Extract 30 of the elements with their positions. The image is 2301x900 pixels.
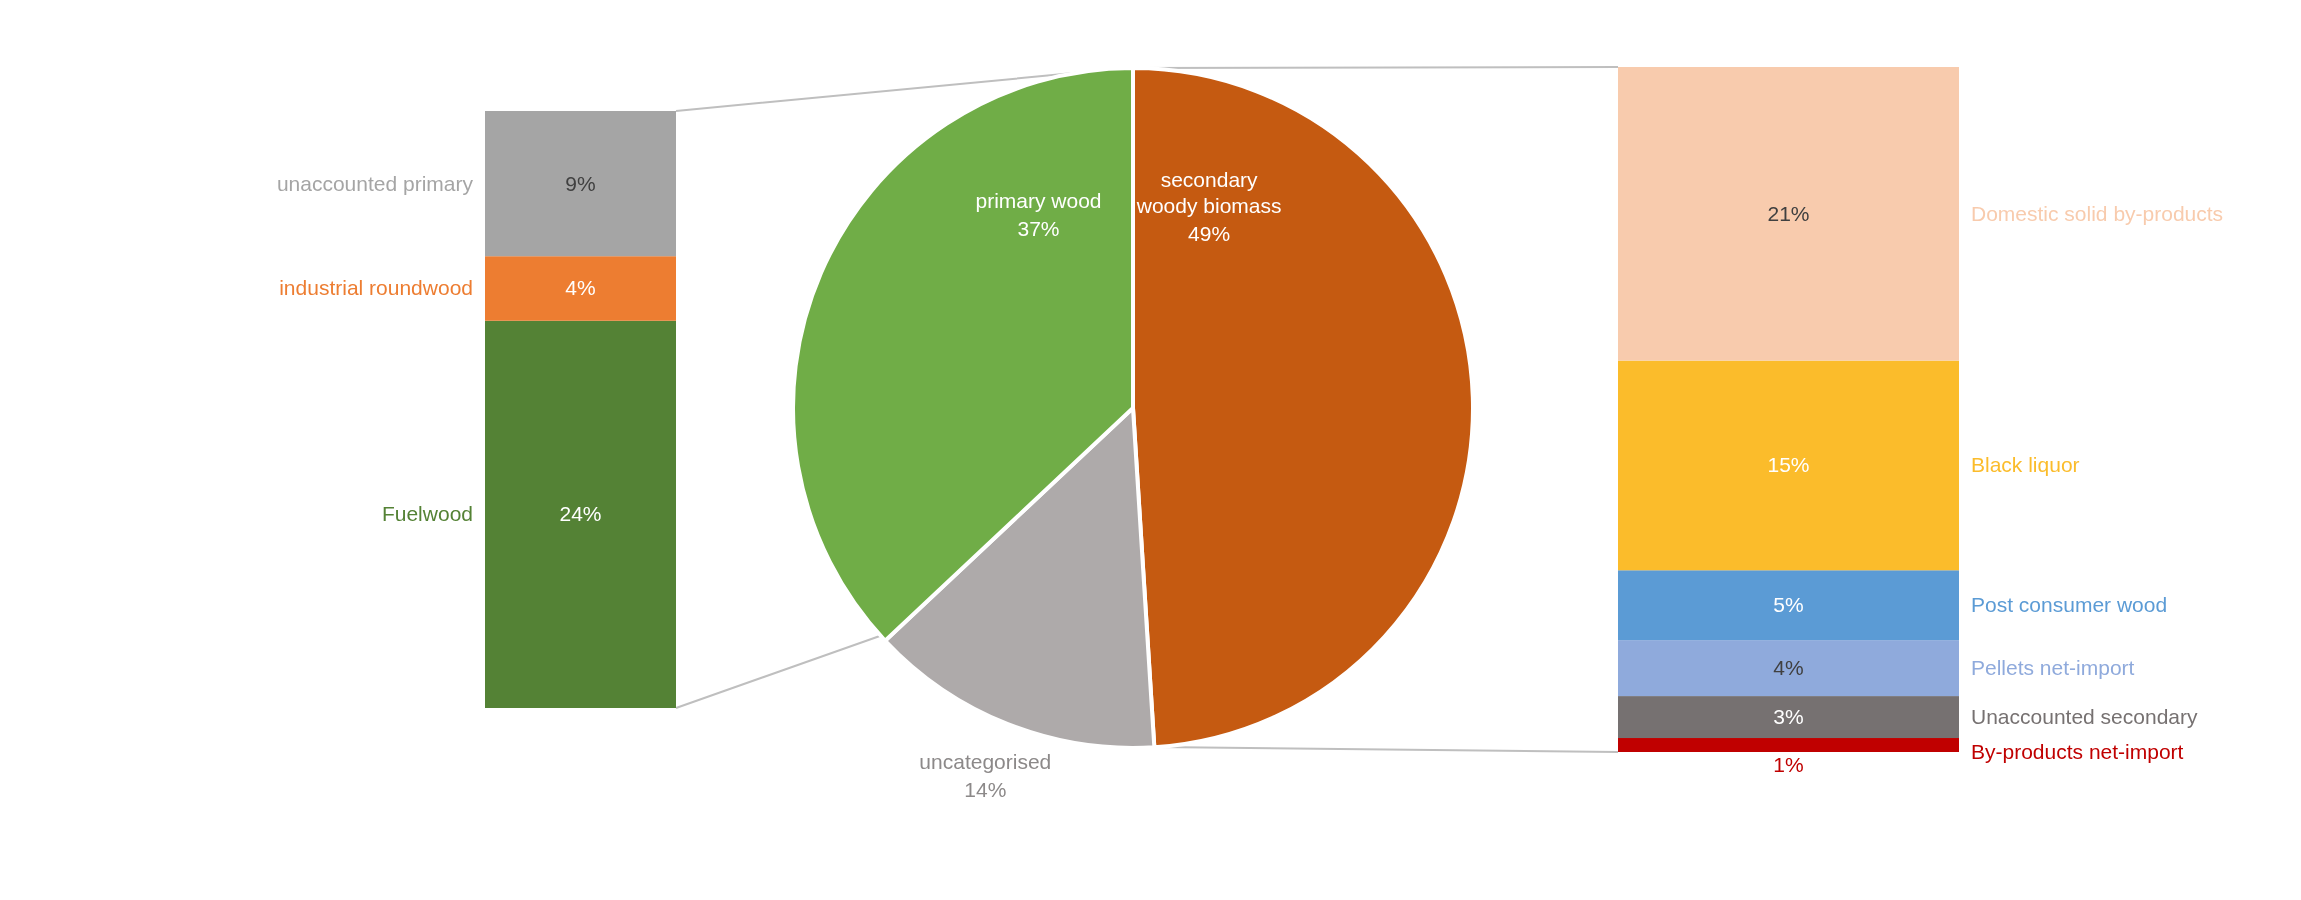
data-label: 1% [1773, 753, 1804, 776]
data-label: 3% [1773, 705, 1804, 729]
series-label: Post consumer wood [1971, 593, 2168, 617]
bar [1618, 738, 1959, 752]
bar [1618, 640, 1959, 697]
series-label: By-products net-import [1971, 740, 2184, 764]
data-label: 14% [964, 778, 1007, 802]
bar [1618, 67, 1959, 361]
data-label: 24% [559, 502, 602, 526]
series-label: Unaccounted secondary [1971, 705, 2198, 729]
data-label: 21% [1767, 201, 1810, 225]
bar [1618, 696, 1959, 739]
series-label: Fuelwood [381, 502, 473, 526]
series-label: Black liquor [1971, 453, 2080, 477]
series-label: Pellets net-import [1971, 656, 2135, 680]
series-label: unaccounted primary [276, 171, 474, 195]
series-label: industrial roundwood [279, 276, 473, 300]
slice-label: uncategorised [919, 750, 1052, 774]
data-label: 15% [1767, 453, 1810, 477]
data-label: 4% [565, 276, 596, 300]
data-label: 9% [565, 171, 596, 195]
data-label: 4% [1773, 656, 1804, 680]
data-label: 49% [1188, 222, 1231, 246]
data-label: 5% [1773, 593, 1804, 617]
series-label: Domestic solid by-products [1971, 201, 2224, 225]
bar [1618, 360, 1959, 571]
slice-label: primary wood [975, 188, 1102, 212]
slice-label: secondary woody biomass [1135, 168, 1282, 218]
bar [1618, 570, 1959, 641]
data-label: 37% [1017, 216, 1060, 240]
